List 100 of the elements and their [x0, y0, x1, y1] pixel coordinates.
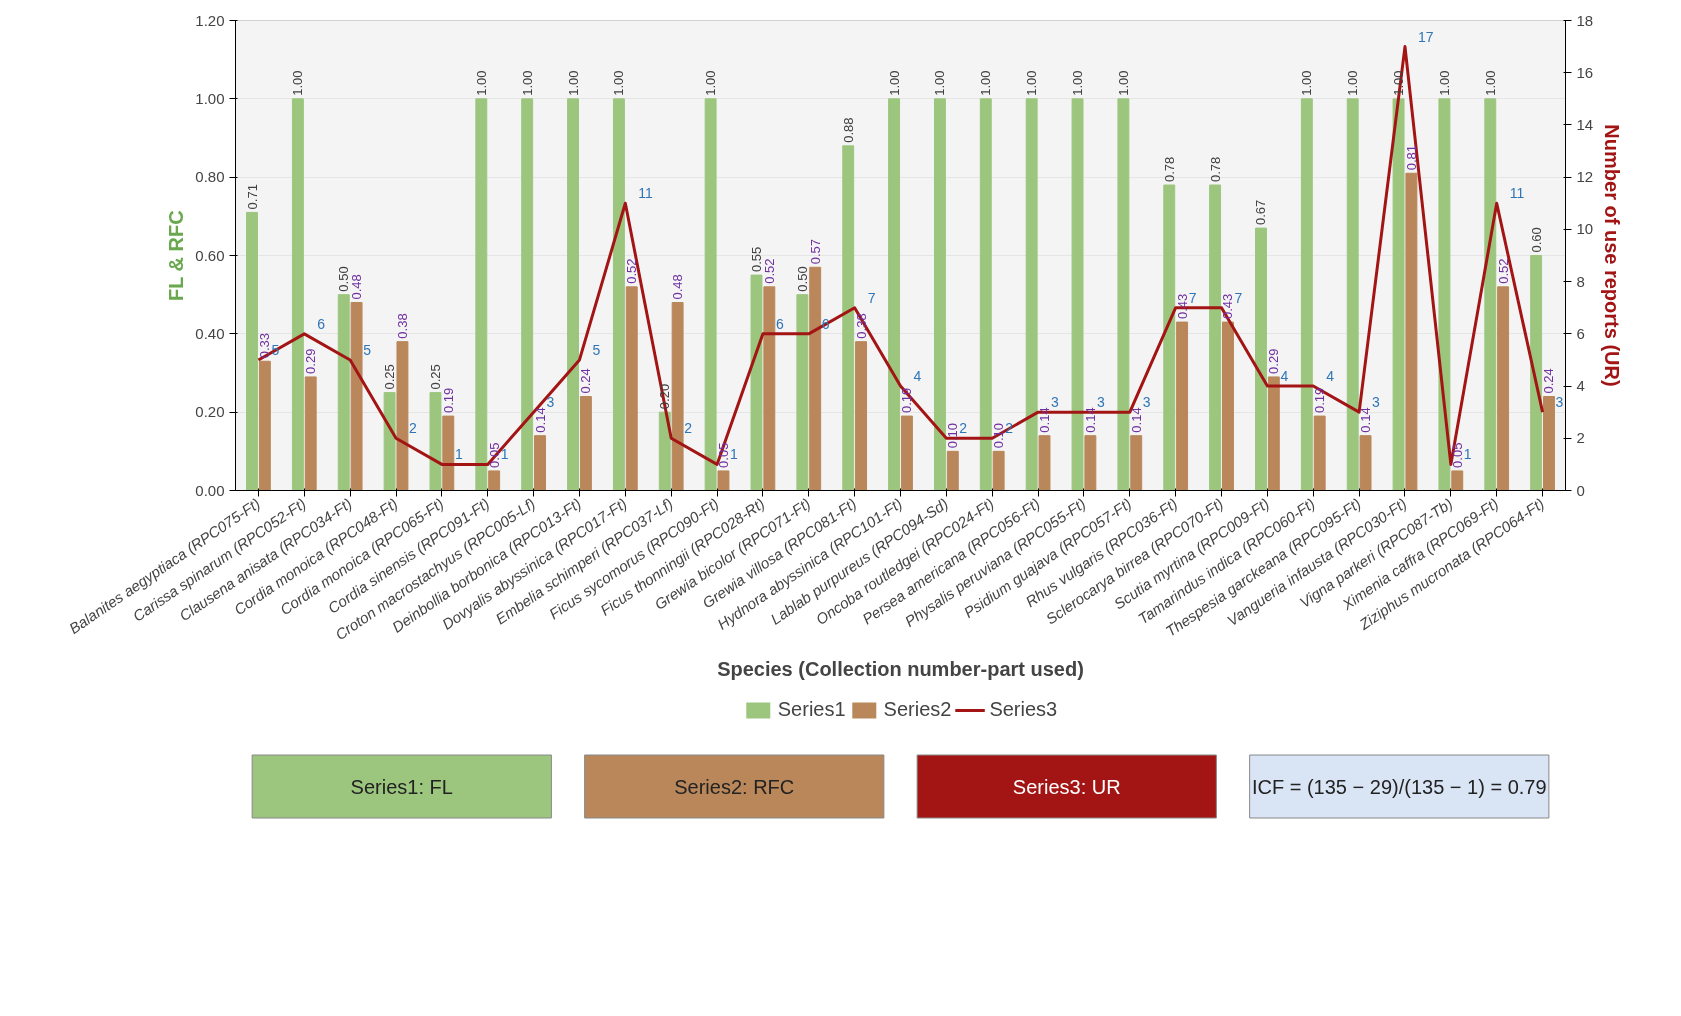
- data-label: 0.78: [1161, 156, 1177, 182]
- bar: [1117, 98, 1130, 491]
- bar: [1176, 321, 1189, 491]
- data-label: 0.14: [1128, 407, 1144, 433]
- data-label: 1.00: [703, 70, 719, 96]
- bar: [246, 211, 258, 491]
- bar: [704, 98, 717, 491]
- data-label: 3: [546, 394, 555, 411]
- data-label: 0.29: [303, 348, 319, 374]
- data-label: 5: [363, 341, 372, 358]
- data-label: 0.48: [670, 274, 686, 300]
- bar: [946, 450, 959, 491]
- data-label: 0.20: [657, 383, 673, 410]
- data-label: 0.14: [532, 407, 548, 433]
- bar: [1071, 98, 1084, 491]
- data-label: 0.43: [1220, 293, 1236, 320]
- bar: [809, 266, 822, 491]
- bar: [396, 341, 409, 491]
- bar: [658, 411, 671, 491]
- data-label: 6: [775, 315, 784, 332]
- data-label: 0.57: [807, 238, 823, 265]
- data-label: 1.00: [978, 70, 994, 96]
- bar: [1313, 415, 1326, 491]
- bar: [291, 98, 304, 491]
- data-label: 0.33: [257, 332, 273, 359]
- data-label: 11: [638, 185, 654, 202]
- data-label: 4: [913, 368, 922, 385]
- data-label: 1.00: [1345, 70, 1361, 96]
- data-label: 5: [592, 341, 601, 358]
- y-tick-label: 1.20: [195, 11, 225, 29]
- data-label: 7: [1188, 289, 1197, 306]
- data-label: 0.10: [991, 423, 1007, 449]
- data-label: 0.24: [1541, 368, 1557, 394]
- bar: [429, 392, 442, 491]
- bar: [992, 450, 1005, 491]
- data-label: 0.52: [761, 258, 777, 284]
- data-label: 0.71: [244, 184, 260, 210]
- data-label: 0.14: [1037, 407, 1053, 433]
- data-label: 1.00: [1115, 70, 1131, 96]
- y-tick-label: 0.60: [195, 246, 225, 264]
- bar: [1209, 184, 1222, 491]
- bar: [842, 145, 855, 491]
- data-label: 0.25: [382, 364, 398, 390]
- bar: [579, 396, 592, 491]
- y-tick-label: 0.00: [195, 481, 225, 499]
- y2-tick-label: 4: [1576, 377, 1585, 395]
- bar: [1543, 396, 1555, 491]
- data-label: 0.25: [427, 364, 443, 390]
- data-label: 1: [730, 446, 739, 463]
- data-label: 1.00: [1299, 70, 1315, 96]
- bar: [488, 470, 501, 491]
- data-label: 0.19: [1312, 387, 1328, 414]
- bar: [521, 98, 534, 491]
- data-label: 2: [959, 420, 968, 437]
- y2-tick-label: 2: [1576, 429, 1585, 447]
- legend-label: Series1: [777, 698, 846, 721]
- data-label: 4: [1280, 368, 1289, 385]
- data-label: 1.00: [932, 70, 948, 96]
- data-label: 6: [317, 315, 326, 332]
- data-label: 1.00: [473, 70, 489, 96]
- bar: [1451, 470, 1464, 491]
- bar: [671, 302, 684, 491]
- y2-tick-label: 16: [1576, 63, 1594, 81]
- text: Series1: FL: [350, 775, 453, 798]
- bar: [625, 286, 638, 491]
- data-label: 5: [271, 341, 280, 358]
- data-label: 4: [1326, 368, 1335, 385]
- text: Series2: RFC: [674, 775, 795, 798]
- data-label: 0.19: [440, 387, 456, 414]
- data-label: 17: [1417, 28, 1434, 45]
- data-label: 1.00: [1391, 70, 1407, 96]
- bar: [1405, 172, 1418, 491]
- y2-tick-label: 8: [1576, 272, 1585, 290]
- data-label: 3: [1096, 394, 1105, 411]
- data-label: 0.88: [840, 117, 856, 143]
- bar: [1130, 435, 1143, 491]
- data-label: 1.00: [1436, 70, 1452, 96]
- data-label: 7: [1234, 289, 1243, 306]
- data-label: 0.14: [1358, 407, 1374, 433]
- bar: [383, 392, 396, 491]
- data-label: 1.00: [1482, 70, 1498, 96]
- bar: [304, 376, 317, 491]
- data-label: 0.05: [715, 442, 731, 468]
- data-label: 0.05: [486, 442, 502, 468]
- data-label: 0.38: [853, 313, 869, 339]
- data-label: 3: [1051, 394, 1060, 411]
- legend-label: Series2: [883, 698, 952, 721]
- bar: [475, 98, 488, 491]
- bar: [567, 98, 579, 491]
- data-label: 6: [821, 315, 830, 332]
- line-series: [256, 45, 1545, 466]
- data-label: 1: [1463, 446, 1472, 463]
- bar: [1255, 227, 1267, 491]
- data-label: 0.29: [1266, 348, 1282, 374]
- bar: [1359, 435, 1372, 491]
- data-label: 1.00: [886, 70, 902, 96]
- data-label: 0.78: [1207, 156, 1223, 182]
- bar: [763, 286, 776, 491]
- bar: [888, 98, 901, 491]
- data-label: 0.60: [1528, 227, 1544, 253]
